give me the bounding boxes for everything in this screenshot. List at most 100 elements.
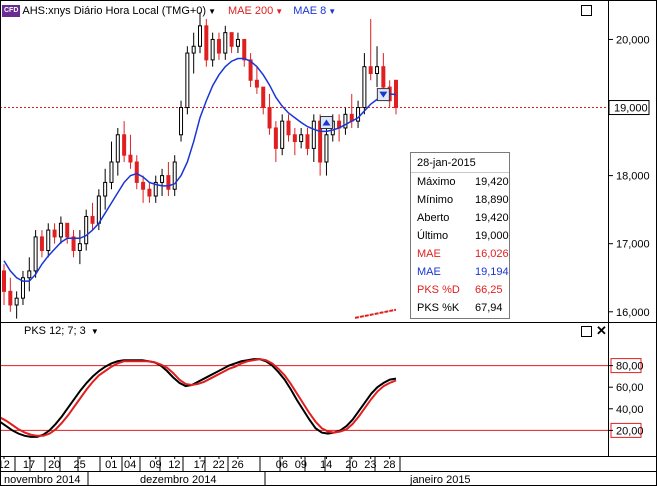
candle-body [39,236,44,252]
info-row-value: 16,026 [475,248,509,260]
info-row-value: 66,25 [475,284,503,296]
info-row-label: MAE [417,266,441,278]
osc-y-tick-label: 40,00 [616,404,644,416]
mae200-caret-icon[interactable]: ▼ [275,6,284,16]
x-tick-label: 26 [232,459,244,471]
candle-body [286,120,291,136]
candle-body [134,161,139,183]
candle-body [52,229,57,238]
info-row-value: 19,420 [475,212,509,224]
candle-body [90,215,95,224]
candle-body [368,66,373,74]
candle-body [14,297,19,306]
chart-header: CFD AHS:xnys Diário Hora Local (TMG+0) ▼… [0,2,336,20]
oscillator-label[interactable]: PKS 12; 7; 3 [24,325,86,337]
candle-body [65,222,70,238]
info-row-value: 67,94 [475,302,503,314]
info-row: Mínimo 18,890 [417,191,509,209]
x-tick-label: 20 [345,459,357,471]
candle-body [27,270,32,279]
candle-body [122,134,127,156]
candle-body [8,290,13,306]
oscillator-caret-icon[interactable]: ▼ [90,327,99,336]
x-tick-label: 06 [276,459,288,471]
info-row-value: 19,420 [475,176,509,188]
candle-body [324,134,329,163]
candle-body [198,25,202,47]
candle-body [267,107,272,129]
candle-body [191,45,196,54]
candle-body [147,188,152,197]
info-row: Aberto 19,420 [417,209,509,227]
oscillator-layer [0,358,608,438]
info-row-value: 19,194 [475,266,509,278]
x-tick-label: 17 [194,459,206,471]
info-row-label: Mínimo [417,194,454,206]
indicator-mae8-label[interactable]: MAE 8 [293,5,327,17]
info-row: MAE 19,194 [417,263,509,281]
info-row-label: Máximo [417,176,456,188]
mae8-caret-icon[interactable]: ▼ [328,6,337,16]
maximize-icon[interactable] [581,5,592,16]
candle-body [20,277,25,299]
candle-body [77,243,82,252]
mae200-line [354,308,397,319]
candle-body [58,222,63,238]
candle-body [242,38,247,61]
info-row: Máximo 19,420 [417,173,509,191]
candle-body [273,127,278,149]
candle-body [292,134,297,143]
candle-body [210,38,215,61]
x-tick-label: 09 [295,459,307,471]
osc-series-line [0,358,397,437]
candle-body [109,161,114,183]
info-row-label: Último [417,230,449,242]
osc-y-tick-label: 20,00 [616,425,644,437]
candle-body [311,120,316,149]
symbol-title[interactable]: AHS:xnys Diário Hora Local (TMG+0) [22,5,207,17]
x-tick-label: 23 [364,459,376,471]
candle-body [299,134,304,143]
candle-body [305,134,310,149]
candle-body [254,79,259,88]
info-row: Último 19,000 [417,227,509,245]
month-label: janeiro 2015 [409,474,471,486]
x-tick-label: 20 [48,459,60,471]
osc-y-tick-label: 80,00 [616,361,644,373]
buy-signal-icon-arrow [322,119,331,126]
y-tick-label: 18,000 [616,171,650,183]
current-price-label: 19,000 [614,103,648,115]
candle-body [2,270,6,292]
info-date: 28-jan-2015 [417,157,476,169]
x-tick-label: 14 [320,459,332,471]
symbol-menu-caret-icon[interactable]: ▼ [208,6,217,16]
oscillator-maximize-icon[interactable] [581,326,592,337]
osc-y-tick-label: 60,00 [616,382,644,394]
candle-body [223,32,228,54]
candle-body [166,175,171,190]
y-tick-label: 20,000 [616,34,650,46]
candle-body [33,236,38,272]
candle-body [141,181,146,190]
x-tick-label: 12 [168,459,180,471]
x-tick-label: 28 [383,459,395,471]
candle-body [261,86,266,109]
candle-body [115,134,120,163]
month-label: dezembro 2014 [140,474,216,486]
x-tick-label: 22 [213,459,225,471]
candle-body [46,229,51,252]
info-row-label: MAE [417,248,441,260]
info-row: PKS %K 67,94 [417,299,509,317]
close-icon[interactable]: ✕ [596,323,607,338]
candle-body [128,154,133,163]
candle-body [185,52,190,109]
month-label: novembro 2014 [4,474,80,486]
x-tick-label: 12 [0,459,10,471]
info-row-value: 19,000 [475,230,509,242]
candle-body [216,38,221,54]
candle-body [96,195,101,224]
x-tick-label: 25 [73,459,85,471]
indicator-mae200-label[interactable]: MAE 200 [228,5,274,17]
